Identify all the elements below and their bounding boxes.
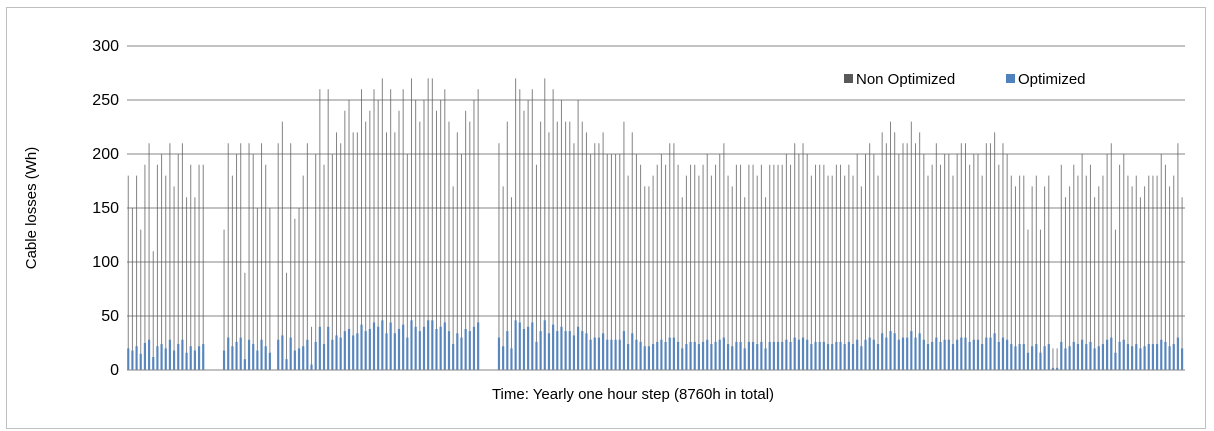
legend-label-non-optimized: Non Optimized: [856, 71, 955, 88]
legend-swatch-non-optimized: [844, 74, 853, 83]
y-tick-label: 0: [110, 362, 119, 379]
legend-swatch-optimized: [1006, 74, 1015, 83]
series-non-optimized: [127, 78, 1183, 370]
y-tick-label: 150: [92, 200, 119, 217]
y-axis-title: Cable losses (Wh): [23, 147, 40, 270]
cable-losses-chart: 0 50 100 150 200 250 300 Cable losses (Wh) Tim…: [23, 38, 1185, 403]
y-tick-label: 100: [92, 254, 119, 271]
legend: Non Optimized Optimized: [844, 71, 1086, 88]
y-tick-label: 300: [92, 38, 119, 55]
y-tick-label: 250: [92, 92, 119, 109]
chart-frame: 0 50 100 150 200 250 300 Cable losses (Wh) Tim…: [6, 7, 1206, 429]
y-tick-labels: 0 50 100 150 200 250 300: [92, 38, 119, 379]
y-tick-label: 50: [101, 308, 119, 325]
series-optimized: [127, 320, 1184, 370]
legend-label-optimized: Optimized: [1018, 71, 1086, 88]
y-tick-label: 200: [92, 146, 119, 163]
x-axis-title: Time: Yearly one hour step (8760h in tot…: [492, 386, 774, 403]
